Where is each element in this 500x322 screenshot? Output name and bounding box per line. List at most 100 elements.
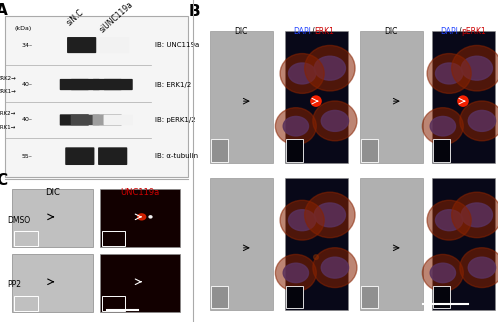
Text: ERK2→: ERK2→ — [0, 76, 16, 81]
Ellipse shape — [321, 257, 348, 278]
Ellipse shape — [313, 101, 357, 141]
Ellipse shape — [452, 45, 500, 91]
FancyBboxPatch shape — [211, 139, 228, 162]
Circle shape — [311, 96, 321, 106]
Text: (kDa): (kDa) — [14, 26, 32, 31]
Ellipse shape — [462, 56, 492, 80]
Circle shape — [149, 216, 152, 218]
FancyBboxPatch shape — [70, 79, 100, 90]
Text: A: A — [0, 3, 8, 18]
FancyBboxPatch shape — [104, 115, 133, 125]
FancyBboxPatch shape — [286, 286, 304, 308]
FancyBboxPatch shape — [100, 254, 180, 312]
Ellipse shape — [288, 63, 316, 84]
FancyBboxPatch shape — [361, 139, 378, 162]
Ellipse shape — [422, 254, 464, 291]
FancyBboxPatch shape — [60, 79, 89, 90]
Ellipse shape — [436, 63, 463, 84]
Ellipse shape — [314, 203, 346, 227]
Text: /: / — [460, 27, 462, 36]
Ellipse shape — [460, 101, 500, 141]
Text: DMSO: DMSO — [7, 215, 30, 224]
Text: PP2: PP2 — [7, 280, 21, 289]
FancyBboxPatch shape — [361, 286, 378, 308]
Text: pERK2→: pERK2→ — [0, 111, 16, 116]
FancyBboxPatch shape — [12, 254, 92, 312]
FancyBboxPatch shape — [100, 189, 180, 247]
Text: IB: ERK1/2: IB: ERK1/2 — [154, 81, 191, 88]
Ellipse shape — [430, 263, 456, 283]
Ellipse shape — [427, 200, 471, 240]
Text: 40–: 40– — [22, 82, 32, 87]
Ellipse shape — [304, 192, 355, 238]
Ellipse shape — [452, 192, 500, 238]
Ellipse shape — [313, 248, 357, 288]
Ellipse shape — [280, 53, 324, 93]
Text: siUNC119a: siUNC119a — [98, 0, 136, 35]
FancyBboxPatch shape — [211, 286, 228, 308]
FancyBboxPatch shape — [286, 139, 304, 162]
Ellipse shape — [436, 210, 463, 231]
Ellipse shape — [283, 263, 308, 283]
Ellipse shape — [304, 45, 355, 91]
FancyBboxPatch shape — [210, 31, 272, 163]
Ellipse shape — [276, 108, 316, 145]
FancyBboxPatch shape — [104, 79, 133, 90]
FancyBboxPatch shape — [5, 16, 188, 177]
Text: IB: α-tubulin: IB: α-tubulin — [154, 153, 198, 159]
Text: B: B — [188, 4, 200, 19]
FancyBboxPatch shape — [67, 37, 96, 53]
FancyBboxPatch shape — [92, 114, 122, 126]
Text: 34–: 34– — [21, 43, 32, 48]
Circle shape — [138, 214, 145, 220]
FancyBboxPatch shape — [12, 189, 92, 247]
Text: DAPI: DAPI — [294, 27, 312, 36]
Text: IB: pERK1/2: IB: pERK1/2 — [154, 117, 196, 123]
Ellipse shape — [283, 117, 308, 136]
Text: C: C — [0, 173, 7, 188]
Text: IB: UNC119a: IB: UNC119a — [154, 42, 199, 48]
Text: ERK1→: ERK1→ — [0, 89, 16, 94]
FancyBboxPatch shape — [98, 147, 128, 165]
Ellipse shape — [430, 117, 456, 136]
Text: /: / — [312, 27, 315, 36]
Text: DIC: DIC — [384, 27, 398, 36]
Ellipse shape — [422, 108, 464, 145]
Text: 55–: 55– — [22, 154, 32, 159]
Ellipse shape — [427, 53, 471, 93]
Text: DIC: DIC — [234, 27, 248, 36]
Ellipse shape — [321, 110, 348, 131]
FancyBboxPatch shape — [360, 31, 422, 163]
Text: ERK1: ERK1 — [314, 27, 334, 36]
FancyBboxPatch shape — [284, 178, 348, 310]
FancyBboxPatch shape — [360, 178, 422, 310]
FancyBboxPatch shape — [210, 178, 272, 310]
FancyBboxPatch shape — [65, 147, 94, 165]
Text: siN.C: siN.C — [64, 8, 86, 27]
Text: pERK1→: pERK1→ — [0, 125, 16, 130]
FancyBboxPatch shape — [60, 114, 89, 126]
Ellipse shape — [276, 254, 316, 291]
Ellipse shape — [314, 56, 346, 80]
Ellipse shape — [468, 110, 495, 131]
FancyBboxPatch shape — [100, 37, 129, 53]
Text: DIC: DIC — [45, 188, 60, 197]
Ellipse shape — [288, 210, 316, 231]
FancyBboxPatch shape — [284, 31, 348, 163]
Text: DAPI: DAPI — [440, 27, 458, 36]
Text: 40–: 40– — [22, 118, 32, 122]
FancyBboxPatch shape — [92, 79, 122, 90]
FancyBboxPatch shape — [432, 31, 494, 163]
FancyBboxPatch shape — [433, 139, 450, 162]
Ellipse shape — [460, 248, 500, 288]
Circle shape — [458, 96, 468, 106]
Text: pERK1: pERK1 — [462, 27, 486, 36]
Ellipse shape — [280, 200, 324, 240]
Ellipse shape — [468, 257, 495, 278]
FancyBboxPatch shape — [70, 115, 100, 125]
Ellipse shape — [462, 203, 492, 227]
FancyBboxPatch shape — [433, 286, 450, 308]
Text: UNC119a: UNC119a — [120, 188, 160, 197]
Circle shape — [314, 255, 318, 260]
FancyBboxPatch shape — [432, 178, 494, 310]
